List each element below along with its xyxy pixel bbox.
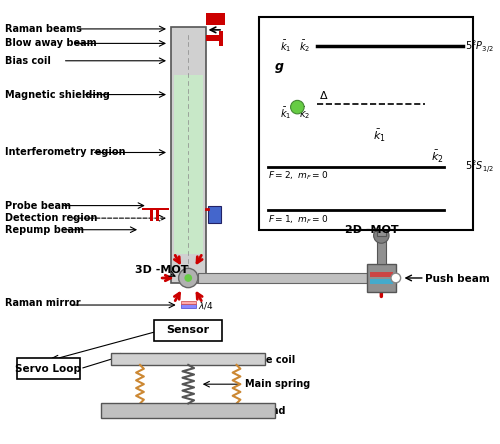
Bar	[367, 265, 396, 292]
Text: Raman beams: Raman beams	[5, 24, 82, 34]
Bar	[18, 358, 80, 379]
Text: $F=1,\ m_F=0$: $F=1,\ m_F=0$	[268, 213, 328, 226]
Text: $\bar{k}_1$: $\bar{k}_1$	[280, 105, 291, 121]
Bar	[102, 404, 275, 418]
Bar	[370, 279, 393, 284]
Bar	[156, 207, 160, 221]
Bar	[206, 35, 223, 41]
Bar	[258, 17, 473, 230]
Bar	[111, 353, 266, 365]
Text: $5^2S_{1/2}$: $5^2S_{1/2}$	[466, 159, 494, 175]
Circle shape	[178, 268, 198, 288]
Bar	[198, 273, 367, 283]
Text: Blow away beam: Blow away beam	[5, 38, 96, 48]
Text: $\bar{k}_2$: $\bar{k}_2$	[300, 105, 310, 121]
Text: 3D -MOT: 3D -MOT	[135, 265, 188, 275]
Text: $5^2P_{3/2}$: $5^2P_{3/2}$	[466, 38, 494, 55]
Text: $\boldsymbol{g}$: $\boldsymbol{g}$	[274, 61, 284, 75]
Bar	[180, 301, 196, 304]
Bar	[180, 304, 196, 308]
Bar	[376, 221, 386, 235]
Bar	[154, 320, 222, 341]
Bar	[208, 206, 221, 223]
Text: $\bar{k}_2$: $\bar{k}_2$	[430, 149, 444, 165]
Bar	[206, 13, 225, 25]
Text: Voice coil: Voice coil	[244, 355, 296, 365]
Bar	[370, 272, 393, 277]
Text: Magnetic shielding: Magnetic shielding	[5, 90, 110, 99]
Bar	[150, 207, 152, 221]
Text: Interferometry region: Interferometry region	[5, 147, 126, 158]
Circle shape	[290, 100, 304, 114]
Circle shape	[391, 273, 400, 283]
Text: $\lambda$/4: $\lambda$/4	[198, 300, 214, 310]
Text: Bias coil: Bias coil	[5, 56, 51, 66]
Text: Sensor: Sensor	[166, 325, 210, 335]
Bar	[219, 31, 223, 46]
Bar	[174, 75, 203, 254]
Bar	[171, 27, 205, 283]
Text: Detection region: Detection region	[5, 213, 97, 223]
Bar	[142, 207, 169, 210]
Text: $\bar{k}_1$: $\bar{k}_1$	[372, 128, 386, 144]
Text: Raman mirror: Raman mirror	[5, 298, 80, 308]
Text: $\bar{k}_2$: $\bar{k}_2$	[300, 38, 310, 54]
Bar	[376, 235, 386, 265]
Circle shape	[184, 274, 192, 282]
Text: Main spring: Main spring	[245, 379, 310, 389]
Text: $\Delta$: $\Delta$	[318, 89, 328, 101]
Circle shape	[376, 215, 386, 225]
Text: Ground: Ground	[245, 406, 286, 416]
Text: $F=2,\ m_F=0$: $F=2,\ m_F=0$	[268, 170, 328, 182]
Circle shape	[374, 228, 389, 243]
Text: Probe beam: Probe beam	[5, 201, 71, 210]
Text: Repump beam: Repump beam	[5, 225, 84, 235]
Text: 2D -MOT: 2D -MOT	[345, 225, 399, 235]
Text: $\bar{k}_1$: $\bar{k}_1$	[280, 38, 291, 54]
Text: Push beam: Push beam	[425, 274, 490, 284]
Text: Servo Loop: Servo Loop	[16, 364, 82, 374]
